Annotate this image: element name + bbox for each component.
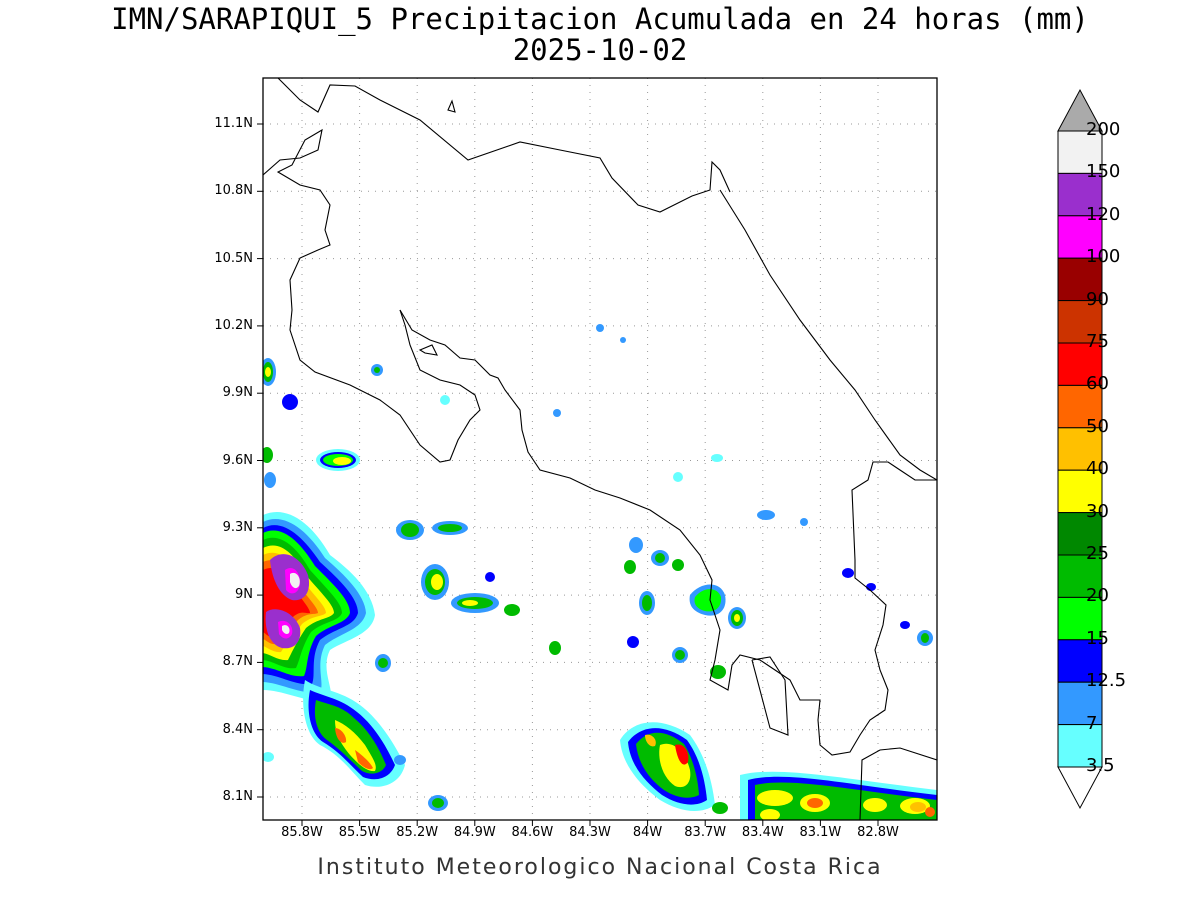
- lon-label: 85.5W: [338, 825, 381, 840]
- lat-label: 10.2N: [214, 317, 253, 333]
- lat-label: 8.4N: [222, 721, 253, 737]
- footer-credit: Instituto Meteorologico Nacional Costa R…: [317, 855, 883, 880]
- precipitation-field: [263, 324, 937, 820]
- colorbar-label: 30: [1086, 500, 1109, 522]
- lat-label: 8.1N: [222, 789, 253, 804]
- colorbar-label: 20: [1086, 585, 1109, 607]
- lon-label: 85.2W: [396, 825, 439, 840]
- colorbar-segment: [1057, 342, 1103, 386]
- lat-label: 9.3N: [222, 519, 253, 535]
- colorbar-segment: [1057, 639, 1103, 683]
- colorbar-label: 15: [1086, 627, 1109, 649]
- colorbar-segment: [1057, 554, 1103, 598]
- lat-label: 10.8N: [214, 183, 253, 199]
- lon-label: 82.8W: [857, 825, 899, 840]
- lat-label: 9.9N: [222, 385, 253, 401]
- map-date: 2025-10-02: [512, 33, 688, 67]
- colorbar-segment: [1057, 384, 1103, 429]
- lat-label: 10.5N: [214, 250, 253, 266]
- colorbar-segment: [1057, 681, 1103, 726]
- colorbar-segment: [1057, 427, 1103, 471]
- lat-label: 11.1N: [214, 116, 253, 131]
- lon-label: 83.1W: [799, 825, 842, 840]
- coastline: [263, 78, 937, 820]
- colorbar-label: 120: [1086, 203, 1121, 225]
- colorbar-segment: [1057, 469, 1103, 514]
- colorbar-label: 50: [1086, 415, 1109, 437]
- lon-label: 85.8W: [281, 825, 323, 840]
- lon-label: 84.9W: [453, 825, 496, 840]
- lon-label: 84W: [632, 825, 663, 840]
- lon-label: 84.6W: [511, 825, 554, 840]
- colorbar-label: 40: [1086, 458, 1109, 480]
- colorbar-segment: [1057, 596, 1103, 641]
- colorbar-label: 7: [1086, 712, 1098, 734]
- map-frame: [262, 77, 938, 821]
- colorbar-segment: [1057, 257, 1103, 302]
- colorbar-segment: [1057, 724, 1103, 768]
- map-title: IMN/SARAPIQUI_5 Precipitacion Acumulada …: [111, 2, 1089, 36]
- lon-label: 83.7W: [684, 825, 727, 840]
- colorbar: [1057, 88, 1103, 810]
- colorbar-label: 150: [1086, 161, 1121, 183]
- lat-label: 9.6N: [222, 452, 253, 468]
- lat-label: 9N: [235, 587, 253, 603]
- colorbar-label: 60: [1086, 373, 1109, 395]
- colorbar-bottom-arrow: [1057, 766, 1103, 810]
- lon-label: 83.4W: [741, 825, 784, 840]
- colorbar-label: 90: [1086, 288, 1109, 310]
- colorbar-label: 3.5: [1086, 755, 1115, 776]
- lon-label: 84.3W: [569, 825, 611, 840]
- colorbar-label: 100: [1086, 246, 1121, 268]
- lat-label: 8.7N: [222, 654, 253, 670]
- colorbar-segment: [1057, 300, 1103, 344]
- colorbar-segment: [1057, 215, 1103, 259]
- colorbar-label: 200: [1086, 119, 1121, 140]
- colorbar-label: 75: [1086, 331, 1109, 352]
- colorbar-top-arrow: [1057, 88, 1103, 132]
- colorbar-label: 12.5: [1086, 670, 1127, 692]
- colorbar-label: 25: [1086, 543, 1109, 564]
- colorbar-segment: [1057, 172, 1103, 217]
